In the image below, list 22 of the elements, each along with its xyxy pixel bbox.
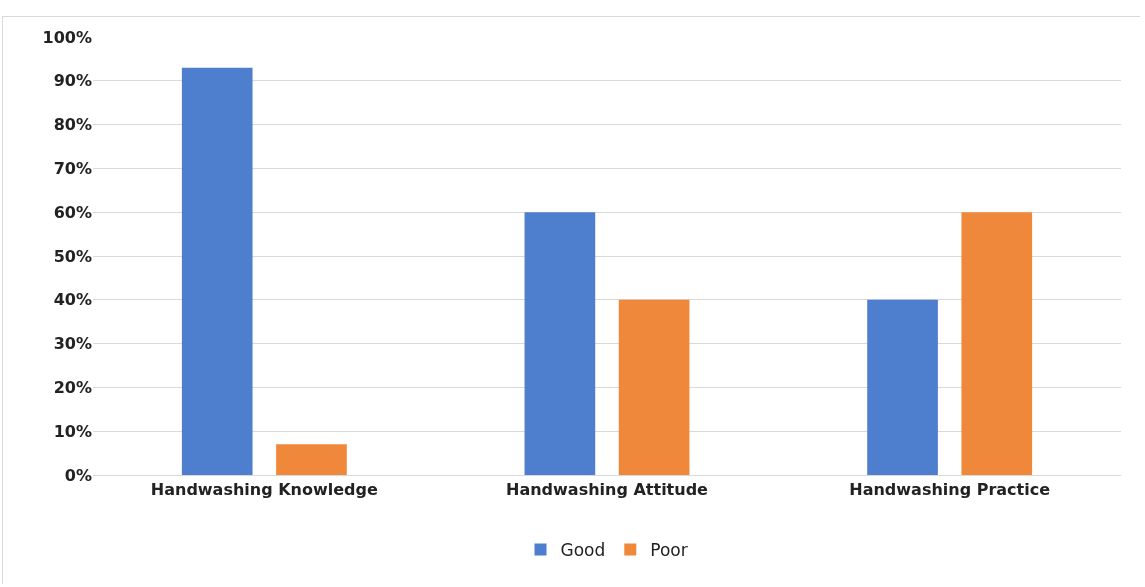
y-tick-label: 80%	[53, 115, 92, 135]
y-tick-label: 90%	[53, 71, 92, 91]
x-tick-label: Handwashing Knowledge	[150, 480, 379, 500]
y-tick-label: 10%	[53, 421, 92, 441]
legend-label: Poor	[650, 540, 688, 561]
bar	[961, 212, 1033, 475]
bar	[618, 299, 690, 475]
y-tick-label: 20%	[53, 378, 92, 397]
y-tick-label: 70%	[53, 159, 92, 178]
y-tick-label: 50%	[53, 246, 92, 266]
y-tick-label: 60%	[53, 202, 92, 222]
y-tick-label: 40%	[53, 290, 92, 310]
bar	[181, 67, 253, 475]
y-tick-label: 30%	[53, 334, 92, 354]
bar	[276, 444, 347, 475]
x-tick-label: Handwashing Practice	[849, 480, 1051, 500]
y-tick-label: 100%	[42, 27, 92, 47]
legend-label: Good	[560, 540, 606, 561]
y-tick-label: 0%	[64, 465, 92, 485]
bar	[867, 299, 938, 475]
x-tick-label: Handwashing Attitude	[506, 480, 709, 500]
bar	[524, 212, 596, 475]
